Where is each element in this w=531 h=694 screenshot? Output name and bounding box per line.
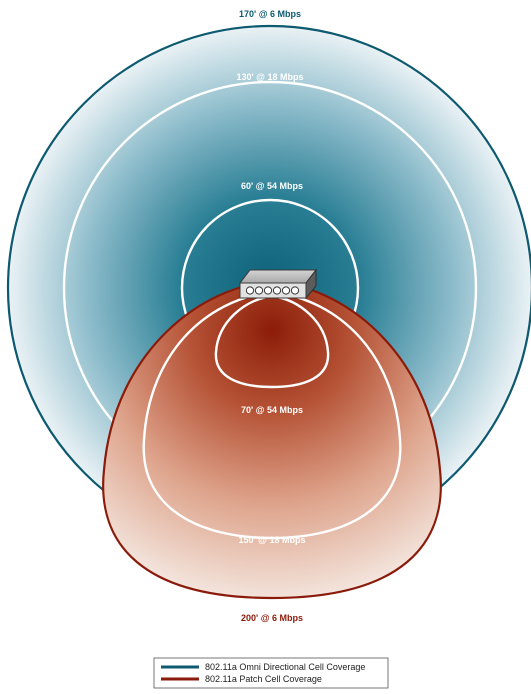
legend-patch-label: 802.11a Patch Cell Coverage: [205, 674, 322, 684]
patch-coverage: [102, 280, 442, 600]
access-point-icon: [238, 268, 318, 300]
legend-box: [153, 657, 389, 689]
patch-outer-label: 200' @ 6 Mbps: [241, 613, 303, 623]
legend: 802.11a Omni Directional Cell Coverage 8…: [153, 657, 389, 689]
omni-outer-label: 170' @ 6 Mbps: [239, 9, 301, 19]
patch-18mbps-ring: [142, 290, 402, 540]
patch-mid-label: 150' @ 18 Mbps: [239, 535, 306, 545]
patch-54mbps-ring: [214, 294, 330, 389]
omni-mid-label: 130' @ 18 Mbps: [237, 72, 304, 82]
patch-inner-label: 70' @ 54 Mbps: [241, 405, 303, 415]
legend-omni-label: 802.11a Omni Directional Cell Coverage: [205, 662, 365, 672]
omni-inner-label: 60' @ 54 Mbps: [241, 181, 303, 191]
